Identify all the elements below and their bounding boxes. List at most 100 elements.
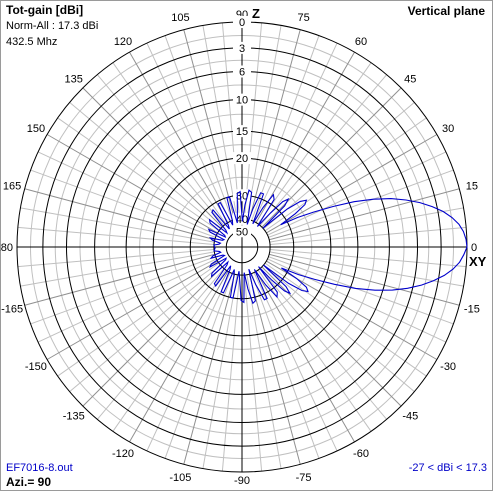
radiation-pattern — [207, 189, 468, 305]
file-name: EF7016-8.out — [6, 462, 73, 474]
minor-radial-line — [20, 207, 215, 243]
angle-tick-label: 135 — [65, 74, 83, 86]
minor-radial-line — [57, 117, 220, 232]
minor-radial-line — [96, 74, 225, 226]
radial-tick-label: 15 — [236, 126, 248, 138]
angle-tick-label: 150 — [27, 123, 45, 135]
gain-range: -27 < dBi < 17.3 — [408, 462, 487, 474]
minor-radial-line — [202, 25, 238, 220]
minor-radial-line — [202, 274, 238, 469]
major-radial-line — [269, 188, 460, 241]
angle-tick-label: -105 — [169, 472, 191, 484]
normalization-text: Norm-All : 17.3 dBi — [6, 20, 99, 32]
angle-labels: 0153045607590105120135150165180-165-150-… — [0, 9, 480, 487]
major-radial-line — [183, 29, 236, 220]
radial-label-bg — [233, 16, 251, 28]
radial-label-bg — [233, 225, 251, 238]
minor-radial-line — [259, 74, 388, 226]
radial-label-bg — [233, 93, 251, 106]
minor-radial-line — [112, 269, 227, 432]
angle-tick-label: -120 — [112, 448, 134, 460]
radial-tick-label: 20 — [236, 153, 248, 165]
minor-radial-line — [164, 273, 233, 459]
radial-tick-label: 10 — [236, 95, 248, 107]
radial-tick-label: 3 — [239, 43, 245, 55]
major-radial-line — [129, 271, 229, 443]
axis-names: Z XY — [252, 6, 487, 269]
minor-radial-line — [246, 274, 282, 469]
major-radial-line — [248, 274, 301, 465]
minor-radial-line — [20, 251, 215, 287]
minor-radial-line — [17, 248, 215, 268]
minor-radial-line — [243, 22, 263, 220]
major-radial-line — [248, 29, 301, 220]
major-radial-line — [24, 253, 215, 306]
minor-radial-line — [269, 248, 467, 268]
major-radial-line — [82, 87, 223, 228]
major-radial-line — [261, 87, 402, 228]
xy-axis-label: XY — [469, 254, 487, 269]
minor-radial-line — [243, 274, 263, 472]
major-radial-line — [46, 260, 218, 360]
radial-tick-label: 30 — [236, 190, 248, 202]
angle-tick-label: 0 — [471, 242, 477, 254]
minor-radial-line — [263, 264, 415, 393]
radial-tick-label: 0 — [239, 17, 245, 29]
angle-tick-label: 75 — [297, 12, 309, 24]
minor-radial-line — [251, 273, 320, 459]
angle-tick-label: 180 — [0, 242, 13, 254]
major-grid — [16, 21, 468, 473]
plane-label: Vertical plane — [407, 4, 485, 18]
minor-radial-line — [221, 274, 241, 472]
chart-title: Tot-gain [dBi] — [6, 3, 84, 17]
pattern-trace — [207, 189, 468, 305]
angle-tick-label: 30 — [442, 123, 454, 135]
angle-tick-label: 105 — [171, 12, 189, 24]
minor-radial-line — [17, 226, 215, 246]
minor-radial-line — [264, 262, 427, 377]
z-axis-label: Z — [252, 6, 260, 21]
angle-tick-label: 45 — [404, 74, 416, 86]
major-radial-line — [24, 188, 215, 241]
azimuth-label: Azi.= 90 — [6, 475, 52, 489]
radial-label-bg — [233, 41, 251, 54]
angle-tick-label: -75 — [296, 472, 312, 484]
radial-label-bg — [233, 65, 251, 78]
minor-radial-line — [69, 101, 221, 230]
minor-radial-line — [257, 62, 372, 225]
major-radial-line — [269, 253, 460, 306]
radial-label-bg — [233, 125, 251, 138]
major-radial-line — [46, 134, 218, 234]
radial-tick-label: 6 — [239, 67, 245, 79]
minor-radial-line — [253, 272, 338, 452]
minor-radial-line — [269, 226, 467, 246]
minor-radial-line — [259, 268, 388, 420]
major-radial-line — [183, 274, 236, 465]
angle-tick-label: -45 — [402, 410, 418, 422]
angle-tick-label: -150 — [25, 361, 47, 373]
angle-tick-label: 60 — [355, 36, 367, 48]
angle-tick-label: 165 — [3, 180, 21, 192]
angle-tick-label: -15 — [464, 304, 480, 316]
minor-radial-line — [268, 256, 454, 325]
major-radial-line — [82, 266, 223, 407]
minor-radial-line — [57, 262, 220, 377]
minor-radial-line — [246, 25, 282, 220]
minor-radial-line — [96, 268, 225, 420]
major-radial-line — [255, 51, 355, 223]
major-radial-line — [266, 134, 438, 234]
minor-radial-line — [264, 117, 427, 232]
angle-tick-label: -60 — [353, 448, 369, 460]
minor-radial-line — [269, 207, 464, 243]
major-radial-line — [261, 266, 402, 407]
minor-radial-line — [251, 35, 320, 221]
minor-radial-line — [112, 62, 227, 225]
major-radial-line — [255, 271, 355, 443]
angle-tick-label: -135 — [63, 410, 85, 422]
minor-radial-line — [221, 22, 241, 220]
minor-radial-line — [30, 256, 216, 325]
angle-tick-label: -165 — [1, 304, 23, 316]
angle-tick-label: -90 — [234, 475, 250, 487]
